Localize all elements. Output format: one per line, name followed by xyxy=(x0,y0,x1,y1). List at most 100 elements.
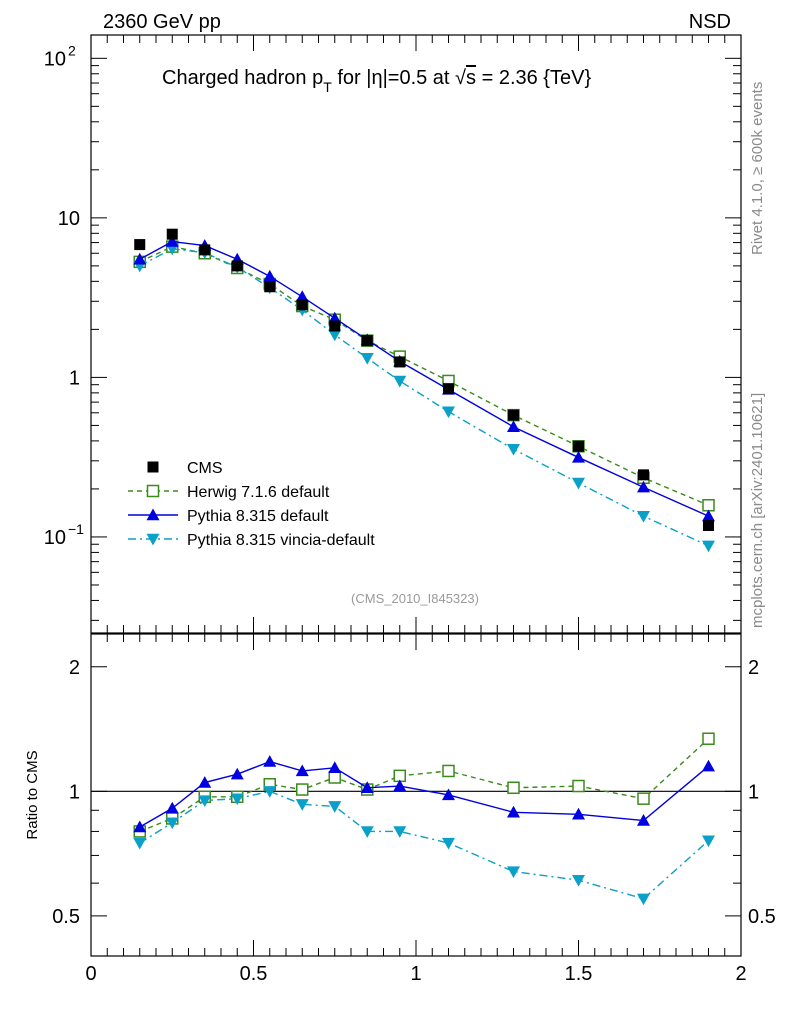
main-ytick-label: 10 xyxy=(58,208,80,230)
ratio-point-pythia-8-315-default xyxy=(230,767,244,780)
ratio-point-pythia-8-315-default xyxy=(507,805,520,818)
ratio-point-pythia-8-315-vincia-default xyxy=(360,826,374,838)
ratio-ytick-label: 1 xyxy=(69,781,80,803)
ratio-point-herwig-7-1-6-default xyxy=(328,771,341,784)
point-pythia-8-315-default xyxy=(637,480,650,493)
ratio-point-herwig-7-1-6-default xyxy=(442,764,455,778)
ratio-point-pythia-8-315-vincia-default xyxy=(702,835,715,848)
ratio-line-herwig-7-1-6-default xyxy=(139,738,709,833)
xtick-label: 1 xyxy=(410,963,421,985)
point-pythia-8-315-vincia-default xyxy=(507,443,520,456)
mcplots-label: mcplots.cern.ch [arXiv:2401.10621] xyxy=(749,393,766,628)
main-ytick-label: 10 xyxy=(44,527,66,549)
ratio-point-pythia-8-315-default xyxy=(328,761,342,773)
ratio-point-pythia-8-315-default xyxy=(572,807,585,820)
point-cms xyxy=(443,383,454,395)
legend-label-pythia-8-315-vincia-default: Pythia 8.315 vincia-default xyxy=(187,532,375,549)
ratio-point-herwig-7-1-6-default xyxy=(637,792,650,805)
ratio-ytick-label-right: 1 xyxy=(748,781,759,803)
ratio-ylabel: Ratio to CMS xyxy=(24,750,41,839)
ratio-point-pythia-8-315-vincia-default xyxy=(393,826,407,838)
ratio-point-pythia-8-315-default xyxy=(295,764,309,777)
ratio-point-pythia-8-315-vincia-default xyxy=(507,866,520,879)
point-pythia-8-315-vincia-default xyxy=(328,329,342,342)
ratio-ytick-label: 2 xyxy=(69,657,80,679)
legend-marker-pythia-8-315-default xyxy=(146,508,160,521)
ratio-ytick-label-right: 0.5 xyxy=(748,906,776,928)
ratio-point-pythia-8-315-default xyxy=(165,801,179,814)
ratio-point-pythia-8-315-vincia-default xyxy=(442,837,455,850)
series-line-pythia-8-315-default xyxy=(139,240,709,517)
point-pythia-8-315-vincia-default xyxy=(702,540,715,553)
point-cms xyxy=(703,519,714,531)
point-cms xyxy=(231,260,243,272)
main-ytick-label: 10 xyxy=(44,48,66,70)
ratio-point-herwig-7-1-6-default xyxy=(507,781,520,795)
ratio-axis-ticks: 0 0.5 1 1.5 2 0.5 0.5 1 1 2 2 xyxy=(52,634,776,985)
point-pythia-8-315-vincia-default xyxy=(637,510,650,523)
main-ytick-exponent: 2 xyxy=(68,42,76,58)
xtick-label: 2 xyxy=(735,963,746,985)
ratio-point-pythia-8-315-vincia-default xyxy=(295,799,309,811)
ratio-point-pythia-8-315-vincia-default xyxy=(263,786,277,798)
point-pythia-8-315-default xyxy=(572,450,585,463)
xtick-label: 0.5 xyxy=(240,963,268,985)
legend-marker-pythia-8-315-vincia-default xyxy=(146,533,160,546)
ratio-point-pythia-8-315-vincia-default xyxy=(637,893,650,906)
point-cms xyxy=(296,299,308,311)
legend-marker-herwig-7-1-6-default xyxy=(146,484,160,498)
point-cms xyxy=(329,320,341,332)
ratio-point-herwig-7-1-6-default xyxy=(702,732,715,745)
header-left-label: 2360 GeV pp xyxy=(103,11,221,33)
point-pythia-8-315-vincia-default xyxy=(442,406,455,419)
ratio-point-pythia-8-315-default xyxy=(360,781,374,793)
ratio-point-pythia-8-315-default xyxy=(263,755,277,767)
series-line-pythia-8-315-vincia-default xyxy=(139,248,709,547)
point-cms xyxy=(166,228,178,240)
ratio-point-pythia-8-315-default xyxy=(393,779,407,792)
point-cms xyxy=(134,239,146,251)
svg-text:Charged hadron pT for |η|=0.5: Charged hadron pT for |η|=0.5 at √s = 2.… xyxy=(162,67,591,95)
legend-label-pythia-8-315-default: Pythia 8.315 default xyxy=(187,508,329,525)
ratio-line-pythia-8-315-default xyxy=(139,760,709,828)
ratio-point-herwig-7-1-6-default xyxy=(572,779,585,793)
point-herwig-7-1-6-default xyxy=(702,499,715,512)
point-pythia-8-315-default xyxy=(507,420,520,433)
legend-label-cms: CMS xyxy=(187,460,223,477)
point-cms xyxy=(199,244,211,256)
ratio-point-pythia-8-315-vincia-default xyxy=(572,874,585,887)
rivet-version-label: Rivet 4.1.0, ≥ 600k events xyxy=(749,82,766,255)
point-cms xyxy=(264,281,276,293)
point-pythia-8-315-default xyxy=(328,311,342,324)
point-pythia-8-315-vincia-default xyxy=(572,477,585,490)
point-pythia-8-315-default xyxy=(133,252,147,265)
header-right-label: NSD xyxy=(689,11,731,33)
point-pythia-8-315-default xyxy=(295,290,309,303)
legend: CMS Herwig 7.1.6 default Pythia 8.315 defa… xyxy=(128,460,375,549)
ratio-point-pythia-8-315-vincia-default xyxy=(328,801,342,813)
point-cms xyxy=(394,356,406,368)
point-cms xyxy=(508,409,519,421)
ratio-point-pythia-8-315-vincia-default xyxy=(133,837,147,850)
ratio-series-layer xyxy=(133,732,715,906)
ratio-point-herwig-7-1-6-default xyxy=(296,783,309,796)
point-pythia-8-315-vincia-default xyxy=(360,352,374,365)
main-ytick-exponent: −1 xyxy=(68,521,84,537)
point-pythia-8-315-default xyxy=(263,269,277,282)
chart-title: Charged hadron pT for |η|=0.5 at √s = 2.… xyxy=(162,67,591,95)
ratio-ytick-label: 0.5 xyxy=(52,906,80,928)
point-cms xyxy=(573,440,584,452)
point-pythia-8-315-default xyxy=(702,509,715,522)
ratio-point-pythia-8-315-vincia-default xyxy=(230,793,244,806)
point-cms xyxy=(638,469,649,481)
main-ytick-label: 1 xyxy=(69,367,80,389)
ratio-point-pythia-8-315-default xyxy=(442,788,455,801)
point-pythia-8-315-default xyxy=(165,235,179,247)
legend-label-herwig-7-1-6-default: Herwig 7.1.6 default xyxy=(187,484,330,501)
point-cms xyxy=(361,335,373,347)
legend-marker-cms xyxy=(147,461,159,473)
point-pythia-8-315-vincia-default xyxy=(393,375,407,388)
xtick-label: 1.5 xyxy=(565,963,593,985)
